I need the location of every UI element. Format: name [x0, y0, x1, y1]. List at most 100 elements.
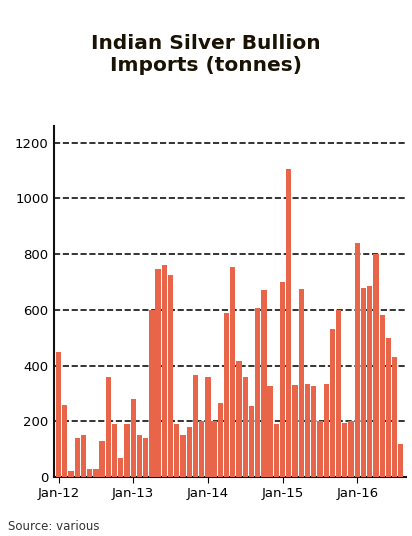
Bar [323, 384, 329, 477]
Bar [99, 441, 105, 477]
Bar [124, 424, 130, 477]
Bar [193, 375, 198, 477]
Bar [342, 423, 347, 477]
Bar [243, 377, 248, 477]
Bar [155, 270, 161, 477]
Bar [323, 384, 329, 477]
Bar [261, 291, 267, 477]
Bar [236, 361, 242, 477]
Bar [218, 403, 223, 477]
Bar [75, 438, 80, 477]
Bar [373, 254, 379, 477]
Bar [355, 243, 360, 477]
Bar [317, 421, 323, 477]
Bar [131, 399, 136, 477]
Bar [236, 361, 242, 477]
Bar [93, 468, 98, 477]
Bar [379, 315, 385, 477]
Bar [230, 267, 235, 477]
Bar [87, 468, 92, 477]
Bar [137, 435, 142, 477]
Bar [255, 308, 260, 477]
Bar [87, 468, 92, 477]
Bar [112, 424, 117, 477]
Bar [211, 421, 217, 477]
Bar [81, 435, 86, 477]
Bar [293, 385, 298, 477]
Bar [373, 254, 379, 477]
Bar [249, 406, 254, 477]
Bar [187, 427, 192, 477]
Text: Source: various: Source: various [8, 520, 100, 533]
Bar [199, 421, 204, 477]
Bar [243, 377, 248, 477]
Bar [99, 441, 105, 477]
Bar [386, 338, 391, 477]
Bar [280, 282, 285, 477]
Bar [286, 169, 291, 477]
Bar [305, 384, 310, 477]
Bar [93, 468, 98, 477]
Bar [392, 357, 397, 477]
Bar [155, 270, 161, 477]
Bar [149, 310, 154, 477]
Bar [180, 435, 186, 477]
Bar [255, 308, 260, 477]
Bar [336, 310, 341, 477]
Bar [143, 438, 148, 477]
Bar [293, 385, 298, 477]
Bar [267, 386, 273, 477]
Bar [349, 421, 353, 477]
Bar [349, 421, 353, 477]
Bar [62, 405, 68, 477]
Bar [137, 435, 142, 477]
Bar [68, 472, 74, 477]
Bar [106, 377, 111, 477]
Bar [342, 423, 347, 477]
Bar [280, 282, 285, 477]
Bar [205, 377, 211, 477]
Bar [249, 406, 254, 477]
Bar [274, 424, 279, 477]
Bar [367, 286, 372, 477]
Bar [274, 424, 279, 477]
Bar [68, 472, 74, 477]
Bar [361, 288, 366, 477]
Bar [299, 289, 304, 477]
Bar [261, 291, 267, 477]
Bar [218, 403, 223, 477]
Bar [211, 421, 217, 477]
Bar [355, 243, 360, 477]
Bar [311, 386, 316, 477]
Bar [336, 310, 341, 477]
Bar [75, 438, 80, 477]
Bar [379, 315, 385, 477]
Bar [386, 338, 391, 477]
Bar [224, 312, 229, 477]
Bar [162, 265, 167, 477]
Bar [286, 169, 291, 477]
Bar [118, 458, 124, 477]
Bar [199, 421, 204, 477]
Bar [193, 375, 198, 477]
Bar [56, 352, 61, 477]
Bar [81, 435, 86, 477]
Bar [305, 384, 310, 477]
Bar [398, 444, 403, 477]
Bar [162, 265, 167, 477]
Bar [317, 421, 323, 477]
Bar [168, 275, 173, 477]
Bar [367, 286, 372, 477]
Bar [180, 435, 186, 477]
Bar [299, 289, 304, 477]
Bar [398, 444, 403, 477]
Bar [267, 386, 273, 477]
Bar [106, 377, 111, 477]
Bar [187, 427, 192, 477]
Bar [174, 424, 180, 477]
Bar [330, 329, 335, 477]
Bar [131, 399, 136, 477]
Bar [230, 267, 235, 477]
Bar [143, 438, 148, 477]
Bar [361, 288, 366, 477]
